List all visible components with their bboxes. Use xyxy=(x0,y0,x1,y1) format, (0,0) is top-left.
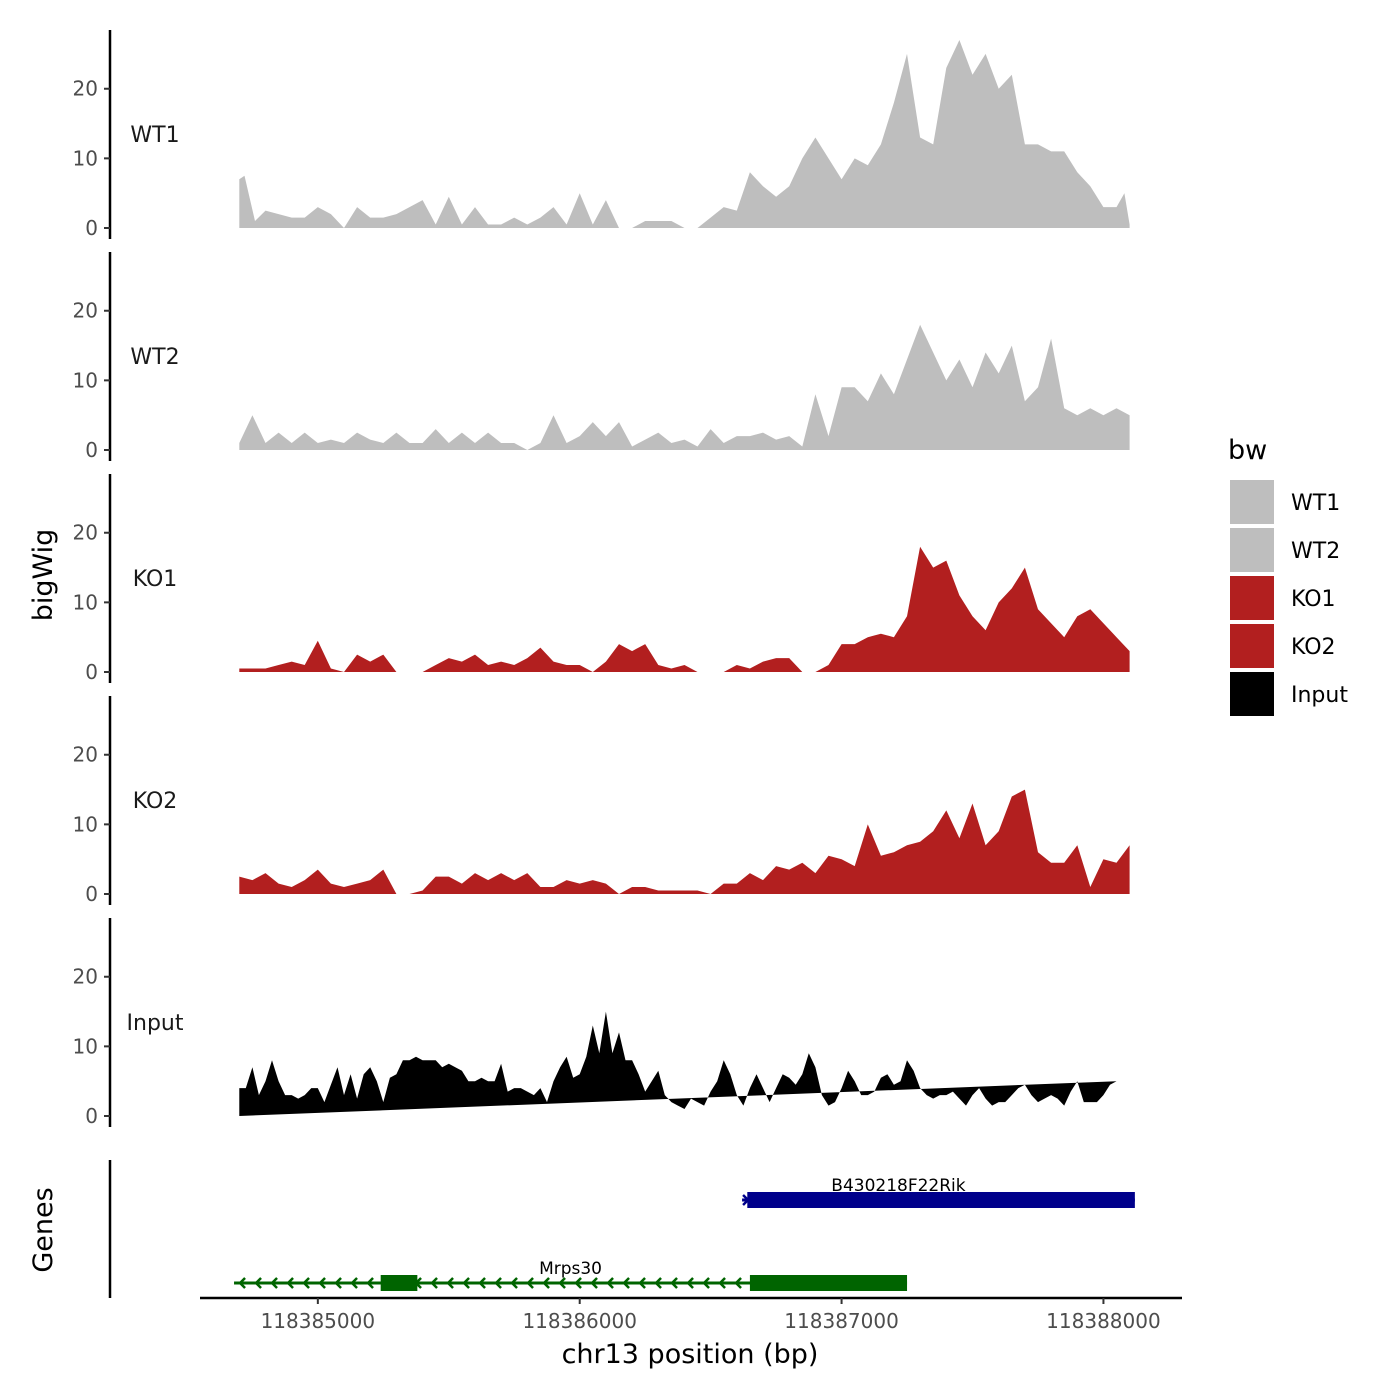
y-axis-title: bigWig xyxy=(28,529,59,622)
strand-arrow-icon xyxy=(654,1277,662,1289)
strand-arrow-icon xyxy=(670,1277,678,1289)
track-input: 0 10 20 Input xyxy=(73,918,1117,1128)
strand-arrow-icon xyxy=(702,1277,710,1289)
track-label-ko1: KO1 xyxy=(133,567,178,592)
strand-arrow-icon xyxy=(446,1277,454,1289)
strand-arrow-icon xyxy=(350,1277,358,1289)
track-ko1: 0 10 20 KO1 xyxy=(73,474,1130,684)
x-axis-title: chr13 position (bp) xyxy=(562,1339,819,1370)
strand-arrow-icon xyxy=(686,1277,694,1289)
strand-arrow-icon xyxy=(286,1277,294,1289)
legend-item-ko1: KO1 xyxy=(1230,576,1336,620)
y-tick-label: 20 xyxy=(73,521,98,545)
legend-label: KO1 xyxy=(1291,587,1336,612)
y-tick-label: 10 xyxy=(73,146,98,170)
y-tick-label: 0 xyxy=(85,216,98,240)
y-tick-label: 10 xyxy=(73,590,98,614)
strand-arrow-icon xyxy=(462,1277,470,1289)
strand-arrow-icon xyxy=(622,1277,630,1289)
x-tick-label: 118387000 xyxy=(784,1309,899,1333)
legend-label: WT1 xyxy=(1291,491,1340,516)
strand-arrow-icon xyxy=(302,1277,310,1289)
track-label-input: Input xyxy=(127,1011,184,1036)
legend-item-wt2: WT2 xyxy=(1230,528,1340,572)
legend-label: WT2 xyxy=(1291,539,1340,564)
strand-arrow-icon xyxy=(494,1277,502,1289)
legend-swatch xyxy=(1230,672,1274,716)
legend-label: Input xyxy=(1291,683,1348,708)
strand-arrow-icon xyxy=(542,1277,550,1289)
strand-arrow-icon xyxy=(334,1277,342,1289)
legend-label: KO2 xyxy=(1291,635,1336,660)
strand-arrow-icon xyxy=(478,1277,486,1289)
y-tick-label: 20 xyxy=(73,77,98,101)
track-label-wt2: WT2 xyxy=(130,345,179,370)
y-tick-label: 20 xyxy=(73,299,98,323)
strand-arrow-icon xyxy=(270,1277,278,1289)
gene-exon xyxy=(380,1275,418,1291)
legend: bw WT1 WT2 KO1 KO2 Input xyxy=(1228,435,1348,716)
track-wt1: 0 10 20 WT1 xyxy=(73,30,1130,240)
legend-item-input: Input xyxy=(1230,672,1348,716)
y-tick-label: 10 xyxy=(73,1034,98,1058)
strand-arrow-icon xyxy=(510,1277,518,1289)
gene-track: B430218F22Rik Mrps30 xyxy=(108,1160,1135,1298)
signal-area-ko1 xyxy=(239,546,1130,672)
strand-arrow-icon xyxy=(734,1277,742,1289)
x-tick-label: 118385000 xyxy=(261,1309,376,1333)
y-tick-label: 0 xyxy=(85,882,98,906)
gene-name-label: B430218F22Rik xyxy=(831,1176,966,1196)
strand-arrow-icon xyxy=(254,1277,262,1289)
strand-arrow-icon xyxy=(526,1277,534,1289)
y-tick-label: 10 xyxy=(73,368,98,392)
legend-swatch xyxy=(1230,576,1274,620)
track-label-wt1: WT1 xyxy=(130,123,179,148)
gene-mrps30: Mrps30 xyxy=(234,1259,908,1291)
legend-item-wt1: WT1 xyxy=(1230,480,1340,524)
signal-area-input xyxy=(239,1011,1117,1116)
strand-arrow-icon xyxy=(574,1277,582,1289)
gene-exon xyxy=(749,1275,908,1291)
x-axis: 118385000 118386000 118387000 118388000 xyxy=(200,1296,1182,1333)
y-tick-label: 10 xyxy=(73,812,98,836)
signal-area-wt1 xyxy=(239,40,1130,228)
y-tick-label: 0 xyxy=(85,660,98,684)
strand-arrow-icon xyxy=(718,1277,726,1289)
strand-arrow-icon xyxy=(430,1277,438,1289)
legend-swatch xyxy=(1230,528,1274,572)
legend-item-ko2: KO2 xyxy=(1230,624,1336,668)
signal-tracks: 0 10 20 WT1 0 10 20 WT2 0 10 20 KO1 0 10 20 KO2 0 10 20 Inp… xyxy=(73,30,1130,1128)
track-ko2: 0 10 20 KO2 xyxy=(73,696,1130,906)
signal-area-wt2 xyxy=(239,324,1130,450)
gene-exon xyxy=(747,1192,1135,1208)
strand-arrow-icon xyxy=(638,1277,646,1289)
legend-title: bw xyxy=(1228,435,1267,466)
y-tick-label: 20 xyxy=(73,965,98,989)
track-wt2: 0 10 20 WT2 xyxy=(73,252,1130,462)
x-tick-label: 118388000 xyxy=(1046,1309,1161,1333)
strand-arrow-icon xyxy=(590,1277,598,1289)
strand-arrow-icon xyxy=(606,1277,614,1289)
y-tick-label: 20 xyxy=(73,743,98,767)
strand-arrow-icon xyxy=(318,1277,326,1289)
strand-arrow-icon xyxy=(558,1277,566,1289)
strand-arrow-icon xyxy=(366,1277,374,1289)
legend-swatch xyxy=(1230,624,1274,668)
signal-area-ko2 xyxy=(239,789,1130,894)
strand-arrow-icon xyxy=(238,1277,246,1289)
gene-name-label: Mrps30 xyxy=(539,1259,602,1279)
gene-b430218f22rik: B430218F22Rik xyxy=(742,1176,1135,1208)
y-tick-label: 0 xyxy=(85,438,98,462)
genes-axis-title: Genes xyxy=(28,1187,59,1272)
legend-swatch xyxy=(1230,480,1274,524)
track-label-ko2: KO2 xyxy=(133,789,178,814)
x-tick-label: 118386000 xyxy=(522,1309,637,1333)
y-tick-label: 0 xyxy=(85,1104,98,1128)
